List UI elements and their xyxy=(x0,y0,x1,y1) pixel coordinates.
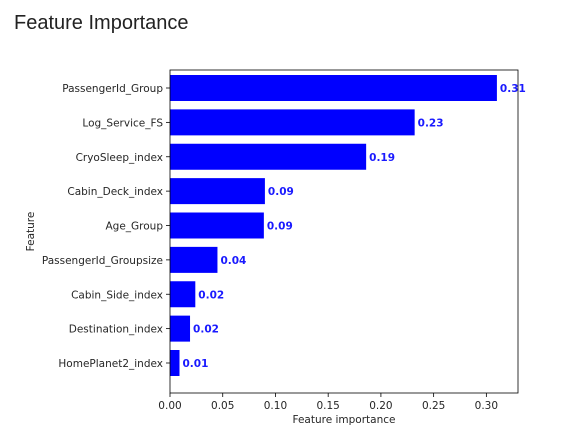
bar-8 xyxy=(170,350,180,376)
category-label-8: HomePlanet2_index xyxy=(58,358,163,370)
category-label-2: CryoSleep_index xyxy=(76,152,163,164)
plot-frame xyxy=(169,69,519,394)
bar-5 xyxy=(170,246,218,273)
data-label-5: 0.04 xyxy=(220,255,246,267)
data-label-8: 0.01 xyxy=(182,358,208,370)
x-tick-label-0: 0.00 xyxy=(158,400,181,412)
data-label-4: 0.09 xyxy=(267,221,293,233)
data-labels-layer: 0.31 0.23 0.19 0.09 0.09 0.04 0.02 0.02 0.01 xyxy=(182,83,525,370)
bar-2 xyxy=(170,143,367,170)
x-tick-label-2: 0.10 xyxy=(264,400,287,412)
data-label-7: 0.02 xyxy=(193,324,219,336)
bar-3 xyxy=(170,178,265,205)
x-tick-label-1: 0.05 xyxy=(211,400,234,412)
bar-0 xyxy=(170,75,497,101)
bar-4 xyxy=(170,212,264,239)
bar-7 xyxy=(170,315,191,342)
page-title: Feature Importance xyxy=(14,12,189,34)
category-label-4: Age_Group xyxy=(105,221,163,233)
category-label-3: Cabin_Deck_index xyxy=(67,186,163,198)
bar-6 xyxy=(170,281,196,308)
data-label-6: 0.02 xyxy=(198,289,224,301)
x-tick-label-6: 0.30 xyxy=(475,400,498,412)
data-label-3: 0.09 xyxy=(268,186,294,198)
data-label-1: 0.23 xyxy=(418,117,444,129)
x-tick-label-4: 0.20 xyxy=(369,400,392,412)
category-label-1: Log_Service_FS xyxy=(82,117,163,129)
bars-layer xyxy=(170,75,497,376)
x-tick-label-3: 0.15 xyxy=(316,400,339,412)
data-label-0: 0.31 xyxy=(500,83,526,95)
category-label-7: Destination_index xyxy=(69,324,163,336)
bar-1 xyxy=(170,109,415,136)
x-axis-title: Feature importance xyxy=(292,414,395,426)
x-ticks-layer: 0.00 0.05 0.10 0.15 0.20 0.25 0.30 xyxy=(158,393,498,412)
category-label-5: PassengerId_Groupsize xyxy=(42,255,163,267)
category-label-0: PassengerId_Group xyxy=(62,83,163,95)
category-labels-layer: PassengerId_Group Log_Service_FS CryoSleep… xyxy=(42,83,170,370)
y-axis-title: Feature xyxy=(25,212,37,252)
category-label-6: Cabin_Side_index xyxy=(71,289,163,301)
x-tick-label-5: 0.25 xyxy=(422,400,445,412)
data-label-2: 0.19 xyxy=(369,152,395,164)
